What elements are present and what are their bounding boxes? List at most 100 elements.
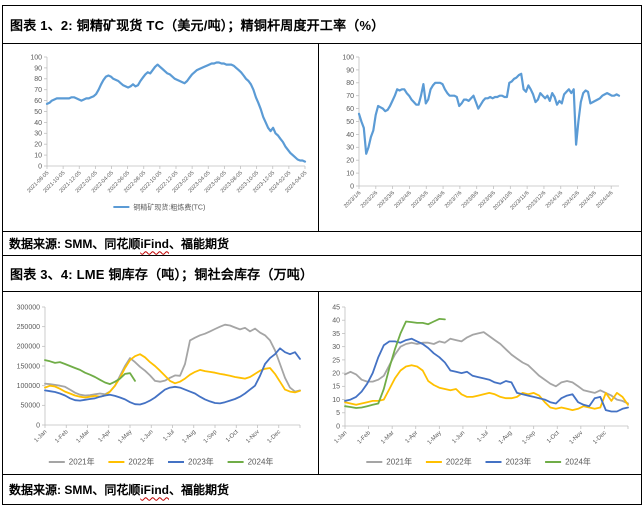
chart-cell-lme: 0 50000 100000 150000 200000 250000 300000 1-Ja… <box>3 292 319 474</box>
svg-text:2023/6/6: 2023/6/6 <box>427 190 446 209</box>
svg-text:2023/3/6: 2023/3/6 <box>377 190 396 209</box>
data-source-1-prefix: 数据来源: SMM、同花顺 <box>9 237 141 251</box>
svg-text:1-Jul: 1-Jul <box>162 429 175 442</box>
chart-lme-inventory: 0 50000 100000 150000 200000 250000 300000 1-Ja… <box>17 304 301 467</box>
svg-text:1-May: 1-May <box>117 429 133 445</box>
figure-caption-2: 图表 3、4: LME 铜库存（吨）；铜社会库存（万吨） <box>3 256 641 292</box>
svg-text:0: 0 <box>36 422 40 429</box>
svg-text:100: 100 <box>342 54 354 61</box>
svg-text:1-Feb: 1-Feb <box>357 430 373 446</box>
svg-text:70: 70 <box>34 87 42 94</box>
svg-text:1-Aug: 1-Aug <box>182 429 198 445</box>
svg-text:100000: 100000 <box>17 383 40 390</box>
chart-tc-spot: 01020304050607080901002021-08-052021-10-… <box>26 54 308 212</box>
svg-text:2021年: 2021年 <box>69 457 95 467</box>
figure-caption-1-text: 图表 1、2: 铜精矿现货 TC（美元/吨）；精铜杆周度开工率（%） <box>10 18 385 33</box>
svg-text:2024/2/6: 2024/2/6 <box>562 190 581 209</box>
svg-text:1-Jun: 1-Jun <box>451 430 466 445</box>
svg-text:10: 10 <box>346 171 354 178</box>
svg-text:1-Apr: 1-Apr <box>98 429 113 444</box>
svg-text:15: 15 <box>332 384 340 391</box>
svg-text:60: 60 <box>346 106 354 113</box>
svg-text:1-Nov: 1-Nov <box>245 429 261 445</box>
svg-text:100: 100 <box>30 54 42 61</box>
svg-text:50: 50 <box>346 119 354 126</box>
data-source-1-suffix: 、福能期货 <box>169 237 230 251</box>
svg-text:30: 30 <box>346 145 354 152</box>
svg-text:2023/8/6: 2023/8/6 <box>461 190 480 209</box>
data-source-2: 数据来源: SMM、同花顺 iFind 、福能期货 <box>3 475 641 504</box>
svg-text:2024/1/6: 2024/1/6 <box>545 190 564 209</box>
svg-text:铜精矿现货:粗炼费(TC): 铜精矿现货:粗炼费(TC) <box>133 203 205 212</box>
svg-text:1-Oct: 1-Oct <box>225 429 240 444</box>
svg-text:150000: 150000 <box>17 363 40 370</box>
svg-text:20: 20 <box>34 142 42 149</box>
svg-text:90: 90 <box>34 65 42 72</box>
svg-text:40: 40 <box>332 318 340 325</box>
svg-text:1-Mar: 1-Mar <box>76 429 91 444</box>
svg-text:1-Aug: 1-Aug <box>498 430 514 446</box>
figure-caption-1: 图表 1、2: 铜精矿现货 TC（美元/吨）；精铜杆周度开工率（%） <box>3 6 641 44</box>
svg-text:25: 25 <box>332 357 340 364</box>
data-source-1-ifind: iFind <box>140 236 169 251</box>
data-source-2-suffix: 、福能期货 <box>169 483 230 497</box>
svg-text:2023年: 2023年 <box>506 457 532 467</box>
svg-text:40: 40 <box>34 120 42 127</box>
svg-text:30: 30 <box>34 131 42 138</box>
svg-text:2023/5/6: 2023/5/6 <box>410 190 429 209</box>
svg-text:1-Sep: 1-Sep <box>522 430 538 446</box>
chart-rod-operating-rate: 01020304050607080901002023/1/62023/2/620… <box>342 54 621 212</box>
svg-text:250000: 250000 <box>17 324 40 331</box>
svg-text:2023/2/6: 2023/2/6 <box>360 190 379 209</box>
svg-text:1-Jan: 1-Jan <box>334 430 349 445</box>
svg-text:1-Apr: 1-Apr <box>405 430 420 445</box>
svg-text:1-May: 1-May <box>427 430 443 446</box>
svg-text:1-Feb: 1-Feb <box>54 429 70 445</box>
svg-text:1-Sep: 1-Sep <box>203 429 219 445</box>
svg-text:20: 20 <box>332 371 340 378</box>
svg-text:1-Jul: 1-Jul <box>476 430 489 443</box>
figure-caption-2-text: 图表 3、4: LME 铜库存（吨）；铜社会库存（万吨） <box>10 267 314 282</box>
svg-text:5: 5 <box>336 410 340 417</box>
svg-text:0: 0 <box>350 183 354 190</box>
svg-text:0: 0 <box>336 423 340 430</box>
svg-text:1-Dec: 1-Dec <box>267 429 283 445</box>
svg-text:2023/1/6: 2023/1/6 <box>343 190 362 209</box>
svg-text:10: 10 <box>332 397 340 404</box>
chart-cell-tc: 0 10 20 30 40 50 60 70 80 90 100 2021-08-05 2021-10-… <box>3 44 319 231</box>
svg-text:80: 80 <box>346 80 354 87</box>
svg-text:1-Jun: 1-Jun <box>140 429 155 444</box>
svg-text:2024年: 2024年 <box>248 457 274 467</box>
svg-text:60: 60 <box>34 98 42 105</box>
chart-cell-rod-rate: 0 10 20 30 40 50 60 70 80 90 100 2023/1/6 2023/2/6 20… <box>319 44 641 231</box>
svg-text:50000: 50000 <box>21 403 41 410</box>
svg-text:2024/3/6: 2024/3/6 <box>578 190 597 209</box>
svg-text:40: 40 <box>346 132 354 139</box>
charts-row-1: 0 10 20 30 40 50 60 70 80 90 100 2021-08-05 2021-10-… <box>3 44 641 232</box>
data-source-2-prefix: 数据来源: SMM、同花顺 <box>9 483 141 497</box>
svg-text:1-Jan: 1-Jan <box>34 429 49 444</box>
svg-text:2023/4/6: 2023/4/6 <box>393 190 412 209</box>
svg-text:20: 20 <box>346 158 354 165</box>
svg-text:1-Oct: 1-Oct <box>546 430 561 445</box>
svg-text:70: 70 <box>346 93 354 100</box>
svg-text:1-Mar: 1-Mar <box>380 430 395 445</box>
svg-text:30: 30 <box>332 344 340 351</box>
charts-row-2: 0 50000 100000 150000 200000 250000 300000 1-Ja… <box>3 292 641 475</box>
svg-text:35: 35 <box>332 331 340 338</box>
chart-cell-social: 0 5 10 15 20 25 30 35 40 45 1-Jan 1-Feb 1-Mar 1-Apr 1-… <box>319 292 641 474</box>
svg-text:10: 10 <box>34 153 42 160</box>
svg-text:200000: 200000 <box>17 344 40 351</box>
svg-text:300000: 300000 <box>17 304 40 311</box>
svg-text:80: 80 <box>34 76 42 83</box>
report-page: 图表 1、2: 铜精矿现货 TC（美元/吨）；精铜杆周度开工率（%） 0 10 20… <box>2 5 642 505</box>
svg-text:1-Nov: 1-Nov <box>569 430 585 446</box>
svg-text:2022年: 2022年 <box>446 457 472 467</box>
svg-text:90: 90 <box>346 67 354 74</box>
svg-text:50: 50 <box>34 109 42 116</box>
svg-text:1-Dec: 1-Dec <box>592 430 608 446</box>
svg-text:45: 45 <box>332 304 340 311</box>
svg-text:2023年: 2023年 <box>188 457 214 467</box>
svg-text:2024年: 2024年 <box>565 457 591 467</box>
chart-social-inventory: 0 5 10 15 20 25 30 35 40 45 1-Jan 1-Feb 1-Mar 1-Apr 1-… <box>332 304 629 467</box>
